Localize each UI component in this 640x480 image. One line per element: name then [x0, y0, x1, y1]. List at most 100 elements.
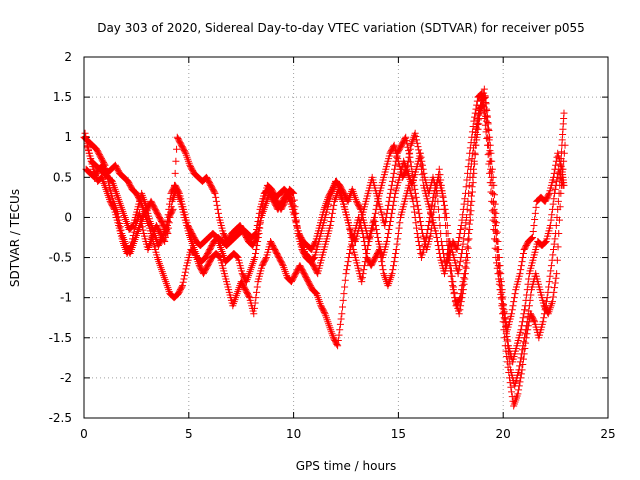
data-point: [163, 216, 171, 224]
data-point: [478, 102, 486, 110]
data-point: [467, 192, 475, 200]
data-point: [520, 338, 528, 346]
data-point: [291, 213, 299, 221]
data-point: [474, 110, 482, 118]
data-point: [356, 204, 364, 212]
data-point: [462, 183, 470, 191]
data-point: [476, 102, 484, 110]
data-point: [181, 272, 189, 280]
data-point: [81, 129, 89, 137]
data-point: [517, 266, 525, 274]
data-point: [460, 235, 468, 243]
data-point: [485, 127, 493, 135]
data-point: [409, 172, 417, 180]
data-point: [497, 270, 505, 278]
data-point: [456, 258, 464, 266]
data-point: [442, 221, 450, 229]
data-point: [489, 189, 497, 197]
data-point: [254, 230, 262, 238]
data-point: [500, 309, 508, 317]
data-point: [179, 278, 187, 286]
data-point: [349, 242, 357, 250]
data-point: [464, 169, 472, 177]
data-point: [402, 133, 410, 141]
data-point: [460, 274, 468, 282]
data-point: [392, 250, 400, 258]
data-point: [180, 275, 188, 283]
data-point: [328, 213, 336, 221]
data-point: [288, 196, 296, 204]
data-point: [126, 243, 134, 251]
data-point: [363, 250, 371, 258]
data-point: [559, 165, 567, 173]
data-point: [561, 141, 569, 149]
data-point: [172, 157, 180, 165]
data-point: [414, 201, 422, 209]
data-point: [254, 238, 262, 246]
data-point: [517, 262, 525, 270]
data-point: [214, 205, 222, 213]
data-point: [338, 310, 346, 318]
data-point: [393, 240, 401, 248]
data-point: [457, 254, 465, 262]
data-point: [431, 197, 439, 205]
data-point: [555, 229, 563, 237]
data-point: [419, 165, 427, 173]
data-point: [558, 173, 566, 181]
data-point: [416, 217, 424, 225]
data-point: [459, 211, 467, 219]
data-point: [523, 322, 531, 330]
data-point: [550, 195, 558, 203]
data-point: [496, 262, 504, 270]
data-point: [494, 238, 502, 246]
data-point: [290, 205, 298, 213]
data-point: [339, 303, 347, 311]
data-point: [251, 254, 259, 262]
data-point: [388, 177, 396, 185]
data-point: [504, 342, 512, 350]
data-point: [412, 189, 420, 197]
data-point: [454, 242, 462, 250]
data-point: [508, 388, 516, 396]
data-point: [480, 85, 488, 93]
data-point: [491, 244, 499, 252]
data-point: [463, 205, 471, 213]
chart-title: Day 303 of 2020, Sidereal Day-to-day VTE…: [97, 21, 585, 35]
data-point: [82, 133, 90, 141]
data-point: [417, 153, 425, 161]
x-tick-label: 25: [600, 427, 615, 441]
data-point: [343, 266, 351, 274]
data-point: [313, 268, 321, 276]
data-point: [458, 246, 466, 254]
data-point: [438, 187, 446, 195]
data-point: [445, 256, 453, 264]
data-point: [457, 225, 465, 233]
data-point: [253, 283, 261, 291]
data-point: [444, 246, 452, 254]
data-point: [488, 165, 496, 173]
data-point: [517, 370, 525, 378]
data-point: [510, 298, 518, 306]
data-point: [510, 294, 518, 302]
data-point: [500, 308, 508, 316]
data-point: [435, 165, 443, 173]
data-point: [442, 229, 450, 237]
data-point: [387, 185, 395, 193]
data-point: [521, 330, 529, 338]
data-point: [467, 201, 475, 209]
data-point: [437, 181, 445, 189]
data-point: [164, 217, 172, 225]
data-point: [466, 211, 474, 219]
data-point: [490, 181, 498, 189]
data-point: [545, 283, 553, 291]
data-point: [390, 262, 398, 270]
data-point: [530, 316, 538, 324]
data-point: [359, 270, 367, 278]
data-point: [136, 213, 144, 221]
data-point: [408, 167, 416, 175]
data-point: [410, 203, 418, 211]
data-point: [461, 224, 469, 232]
data-point: [448, 278, 456, 286]
data-point: [391, 254, 399, 262]
data-point: [412, 193, 420, 201]
